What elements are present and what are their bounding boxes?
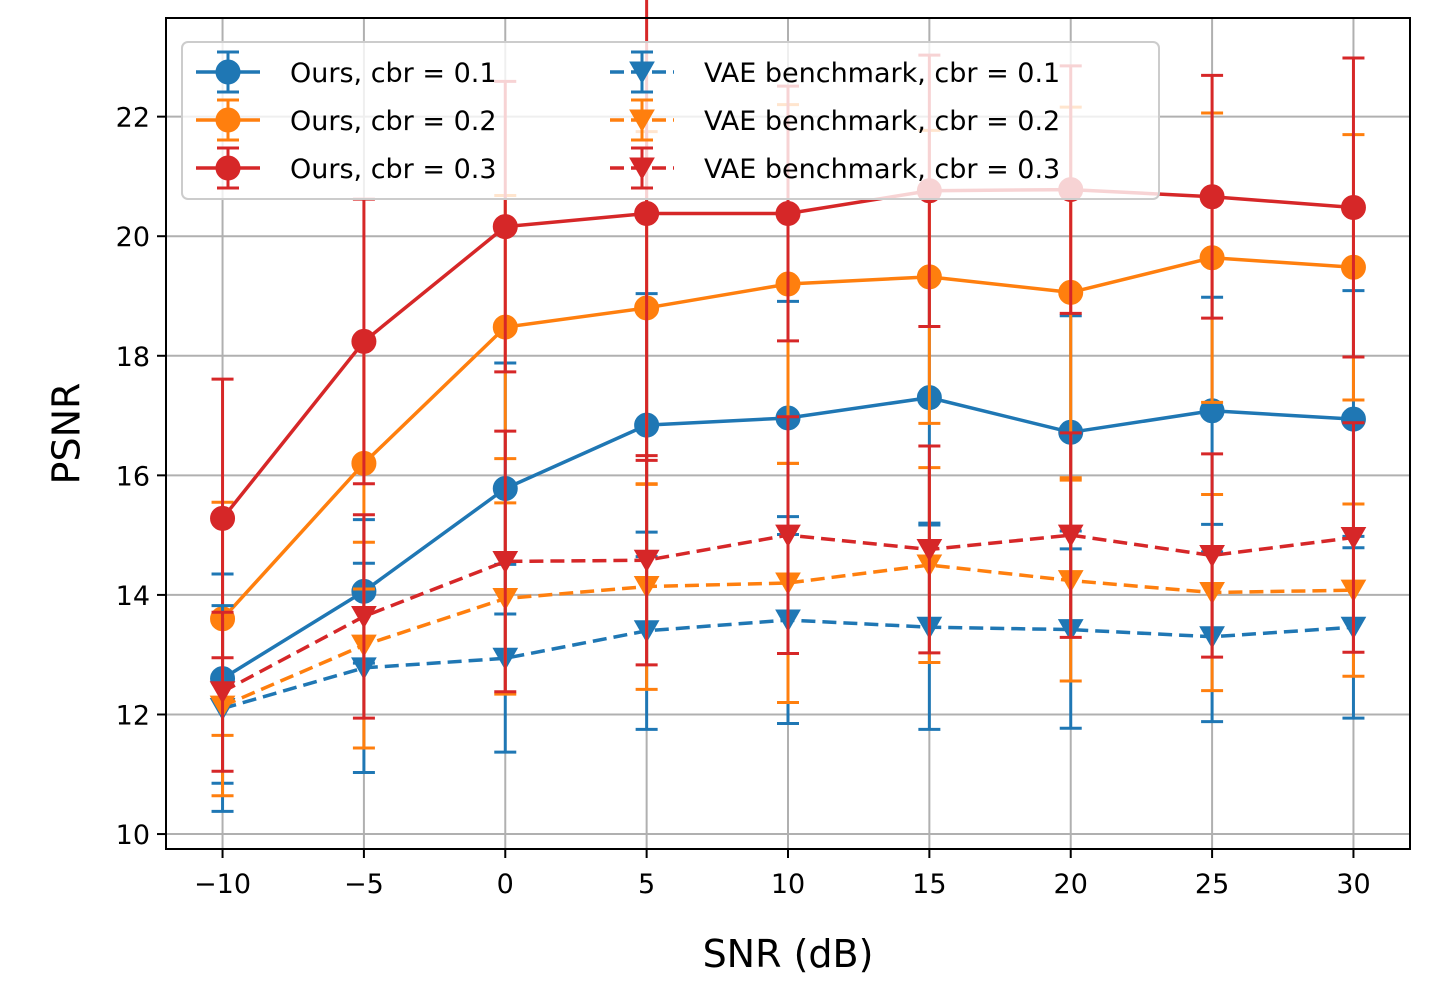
y-tick-label: 18 [116, 342, 150, 373]
legend-box [181, 41, 1160, 200]
x-tick-label: −5 [344, 869, 384, 900]
x-tick-label: 0 [497, 869, 514, 900]
data-point [492, 214, 518, 240]
legend-label: VAE benchmark, cbr = 0.1 [704, 58, 1060, 89]
y-tick-label: 14 [116, 581, 150, 612]
y-axis-label: PSNR [44, 383, 88, 485]
data-point [634, 200, 660, 226]
series-6 [209, 415, 1367, 773]
x-tick-label: 25 [1195, 869, 1229, 900]
x-tick-label: 20 [1054, 869, 1088, 900]
y-tick-label: 22 [116, 103, 150, 134]
legend-item-1: Ours, cbr = 0.1 [196, 50, 497, 94]
data-point [1057, 524, 1084, 548]
legend-item-3: Ours, cbr = 0.3 [196, 146, 497, 190]
legend-item-2: Ours, cbr = 0.2 [196, 98, 497, 142]
legend-label: VAE benchmark, cbr = 0.2 [704, 106, 1060, 137]
legend-label: Ours, cbr = 0.1 [290, 58, 497, 89]
legend-label: VAE benchmark, cbr = 0.3 [704, 154, 1060, 185]
y-tick-label: 16 [116, 461, 150, 492]
data-point [351, 328, 377, 354]
y-tick-label: 10 [116, 820, 150, 851]
legend-item-4: VAE benchmark, cbr = 0.1 [610, 50, 1060, 94]
data-point [1340, 527, 1367, 550]
x-tick-label: 15 [912, 869, 946, 900]
data-point [210, 505, 236, 531]
data-point [916, 538, 943, 562]
ticks: −10 −5 0 5 10 15 20 25 30 10 12 14 16 18 20 22 [116, 103, 1371, 900]
x-tick-label: −10 [194, 869, 251, 900]
x-tick-label: 10 [771, 869, 805, 900]
legend-marker [215, 59, 241, 85]
data-point [633, 549, 660, 573]
legend-label: Ours, cbr = 0.2 [290, 106, 497, 137]
legend-marker [629, 109, 655, 133]
data-point [1199, 184, 1225, 210]
legend-marker [629, 61, 655, 85]
series-group [209, 0, 1367, 813]
data-point [775, 200, 801, 226]
legend-item-5: VAE benchmark, cbr = 0.2 [610, 98, 1060, 142]
data-point [209, 681, 236, 704]
legend-marker [629, 157, 655, 181]
x-tick-label: 5 [638, 869, 655, 900]
data-point [492, 550, 519, 574]
legend-label: Ours, cbr = 0.3 [290, 154, 497, 185]
x-axis-label: SNR (dB) [703, 932, 874, 976]
legend: Ours, cbr = 0.1 Ours, cbr = 0.2 Ours, cbr … [181, 41, 1160, 200]
y-tick-label: 12 [116, 700, 150, 731]
data-point [1340, 195, 1366, 221]
data-point [775, 524, 801, 548]
legend-marker [215, 155, 241, 181]
y-tick-label: 20 [116, 222, 150, 253]
legend-marker [215, 107, 241, 133]
data-point [1199, 544, 1225, 568]
legend-item-6: VAE benchmark, cbr = 0.3 [610, 146, 1060, 190]
x-tick-label: 30 [1336, 869, 1370, 900]
data-point [351, 605, 377, 629]
